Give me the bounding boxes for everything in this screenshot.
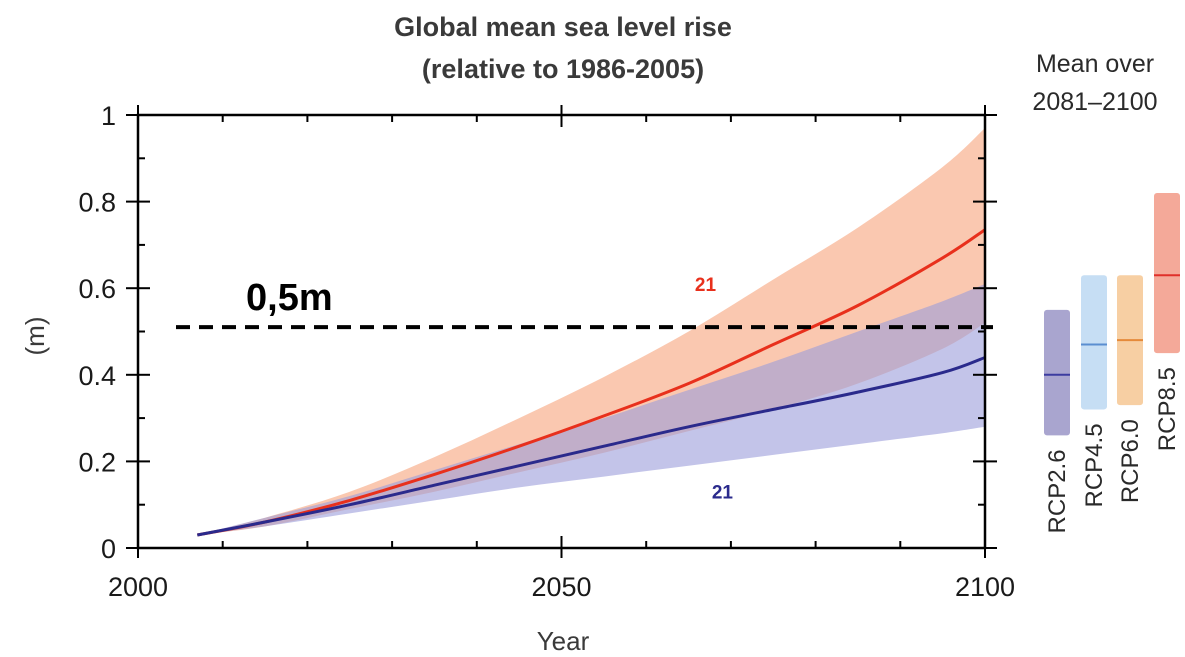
x-tick-label: 2000 [108, 572, 168, 602]
axis-ticks [126, 105, 997, 558]
y-tick-label: 1 [101, 101, 116, 131]
line-rcp85 [197, 228, 986, 537]
series-lines [197, 228, 986, 537]
side-panel-title-line1: Mean over [1036, 50, 1154, 78]
band-rcp26 [197, 283, 986, 535]
count-label-rcp26: 21 [712, 483, 734, 504]
y-tick-label: 0.2 [78, 447, 116, 477]
side-bar-label: RCP6.0 [1117, 419, 1144, 503]
side-bar-label: RCP4.5 [1081, 423, 1108, 507]
side-panel-bars: RCP2.6 RCP4.5 RCP6.0 RCP8.5 [1044, 192, 1181, 533]
y-tick-label: 0.8 [78, 188, 116, 218]
side-bar-rcp45 [1081, 275, 1107, 410]
side-bar-rcp26 [1044, 309, 1070, 436]
x-axis-label: Year [537, 626, 590, 656]
side-bar-rcp85 [1154, 192, 1180, 354]
y-tick-label: 0.6 [78, 274, 116, 304]
side-bar-label: RCP2.6 [1044, 449, 1071, 533]
chart-title: Global mean sea level rise [394, 12, 732, 42]
chart-subtitle: (relative to 1986-2005) [422, 54, 704, 84]
threshold-label: 0,5m [246, 277, 333, 319]
line-rcp26 [197, 356, 986, 537]
uncertainty-bands [197, 128, 986, 535]
x-tick-label: 2100 [955, 572, 1015, 602]
y-axis-label: (m) [20, 317, 50, 356]
tick-labels: 2000 2050 2100 0 0.2 0.4 0.6 0.8 1 [78, 101, 1015, 602]
x-tick-label: 2050 [531, 572, 591, 602]
y-tick-label: 0.4 [78, 361, 116, 391]
side-panel-title-line2: 2081–2100 [1032, 88, 1157, 116]
count-labels: 21 21 [695, 275, 734, 504]
y-tick-label: 0 [101, 534, 116, 564]
count-label-rcp85: 21 [695, 275, 717, 296]
side-bar-label: RCP8.5 [1154, 367, 1181, 451]
